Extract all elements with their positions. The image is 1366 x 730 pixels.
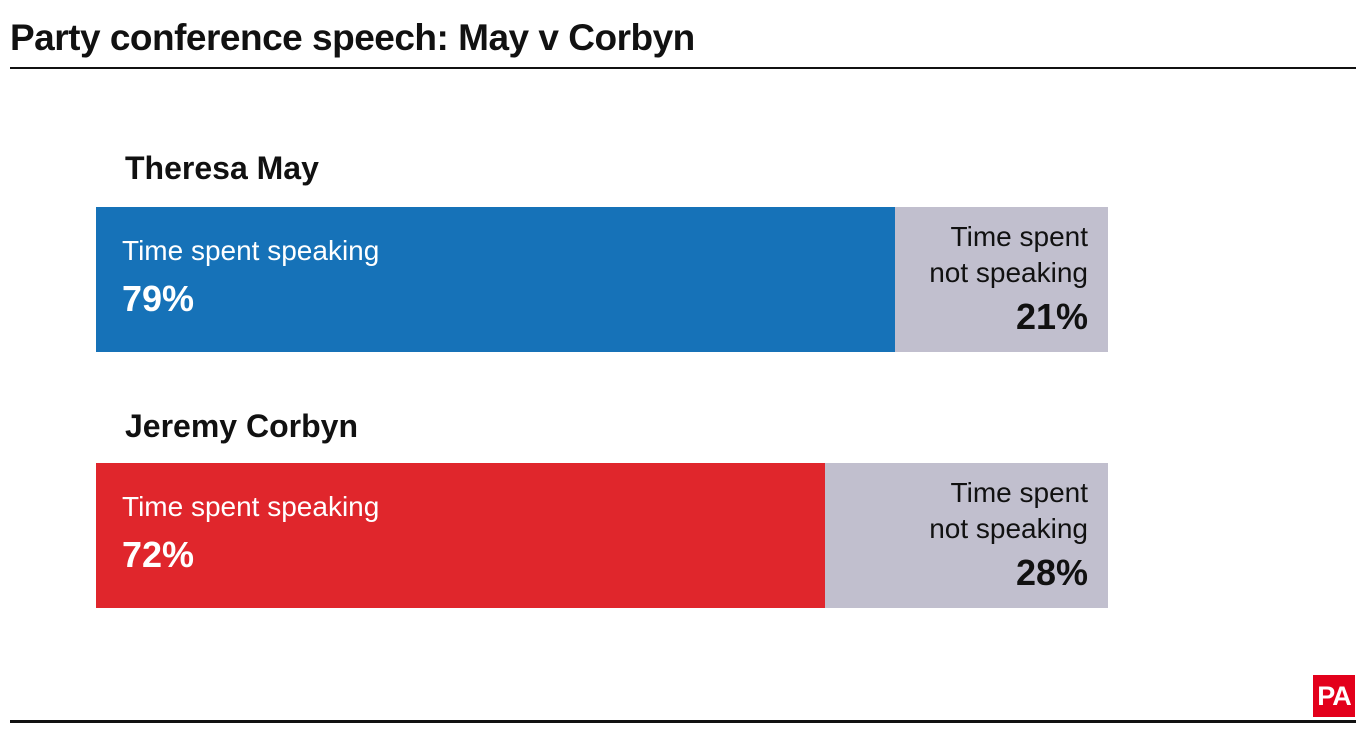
- stacked-bar: Time spent speaking 79% Time spent not s…: [96, 207, 1108, 352]
- data-label-not-speaking: 28%: [1015, 552, 1088, 593]
- stacked-bar: Time spent speaking 72% Time spent not s…: [96, 463, 1108, 608]
- data-label-not-speaking: 21%: [1015, 296, 1088, 337]
- segment-label-speaking: Time spent speaking: [122, 491, 380, 522]
- segment-label-line: not speaking: [929, 257, 1088, 288]
- group-label: Theresa May: [125, 150, 319, 186]
- data-label-speaking: 72%: [122, 534, 195, 575]
- segment-label-line: Time spent: [950, 221, 1088, 252]
- segment-label-not-speaking: Time spent not speaking: [929, 219, 1088, 291]
- segment-label-line: Time spent: [950, 477, 1088, 508]
- data-label-speaking: 79%: [122, 278, 195, 319]
- bar-segment-not-speaking: Time spent not speaking 21%: [895, 207, 1108, 352]
- bar-segment-not-speaking: Time spent not speaking 28%: [825, 463, 1108, 608]
- chart-title: Party conference speech: May v Corbyn: [10, 17, 695, 58]
- title-divider: [10, 67, 1356, 69]
- segment-label-not-speaking: Time spent not speaking: [929, 475, 1088, 547]
- pa-logo: PA: [1313, 675, 1355, 717]
- segment-label-line: not speaking: [929, 513, 1088, 544]
- group-label: Jeremy Corbyn: [125, 408, 358, 444]
- bar-segment-speaking: Time spent speaking 79%: [96, 207, 895, 352]
- segment-label-speaking: Time spent speaking: [122, 235, 380, 266]
- bar-segment-speaking: Time spent speaking 72%: [96, 463, 825, 608]
- footer-divider: [10, 720, 1356, 723]
